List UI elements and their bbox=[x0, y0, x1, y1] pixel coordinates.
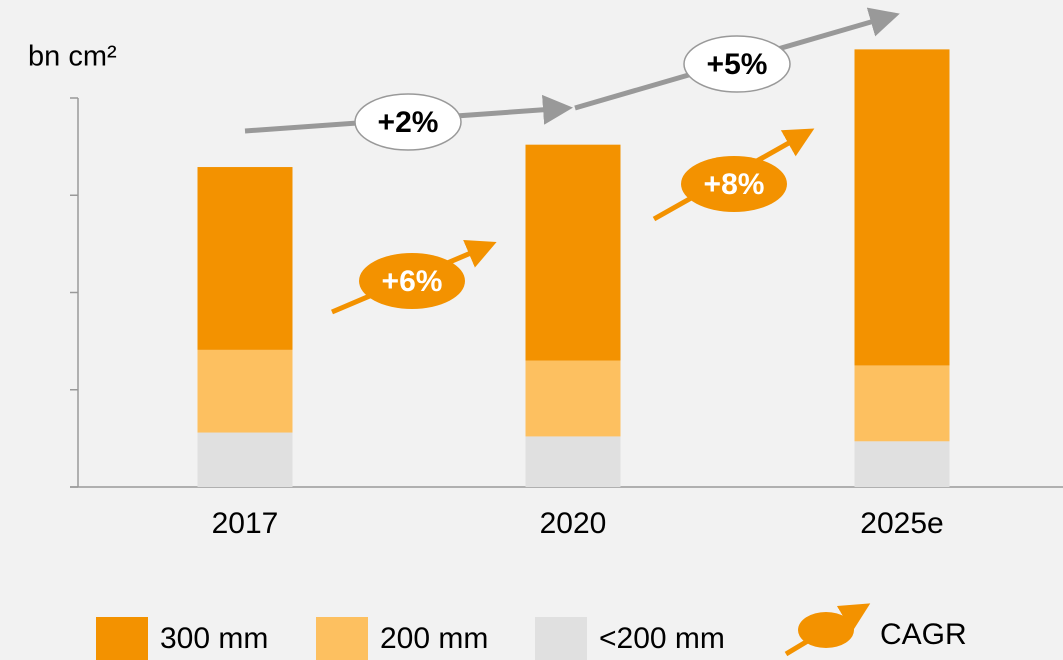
legend-cagr-bubble bbox=[798, 612, 854, 648]
x-tick-label: 2020 bbox=[540, 507, 607, 540]
legend-label: CAGR bbox=[880, 618, 967, 651]
legend-swatch bbox=[96, 617, 148, 660]
legend-label: 200 mm bbox=[380, 622, 488, 655]
annotation: +2% bbox=[378, 106, 439, 139]
annotation: +5% bbox=[707, 48, 768, 81]
annotation: +8% bbox=[704, 168, 765, 201]
bar-segment bbox=[525, 144, 621, 361]
bar-segment bbox=[854, 441, 950, 487]
annotation-bubble bbox=[359, 253, 465, 309]
x-tick-label: 2025e bbox=[860, 507, 943, 540]
legend-swatch bbox=[535, 617, 587, 660]
x-tick-label: 2017 bbox=[212, 507, 279, 540]
bar-segment bbox=[525, 436, 621, 487]
bar-segment bbox=[197, 432, 293, 487]
bar-segment bbox=[854, 49, 950, 366]
annotation-bubble bbox=[681, 156, 787, 212]
legend-label: 300 mm bbox=[160, 622, 268, 655]
legend-swatch bbox=[316, 617, 368, 660]
bar-segment bbox=[525, 360, 621, 437]
annotation-bubble bbox=[683, 35, 791, 93]
bar-segment bbox=[197, 167, 293, 350]
y-axis-label: bn cm² bbox=[28, 41, 117, 73]
bar-segment bbox=[854, 365, 950, 442]
annotation: +6% bbox=[382, 265, 443, 298]
legend-label: <200 mm bbox=[599, 622, 725, 655]
annotation-bubble bbox=[354, 93, 462, 151]
bar-segment bbox=[197, 349, 293, 433]
